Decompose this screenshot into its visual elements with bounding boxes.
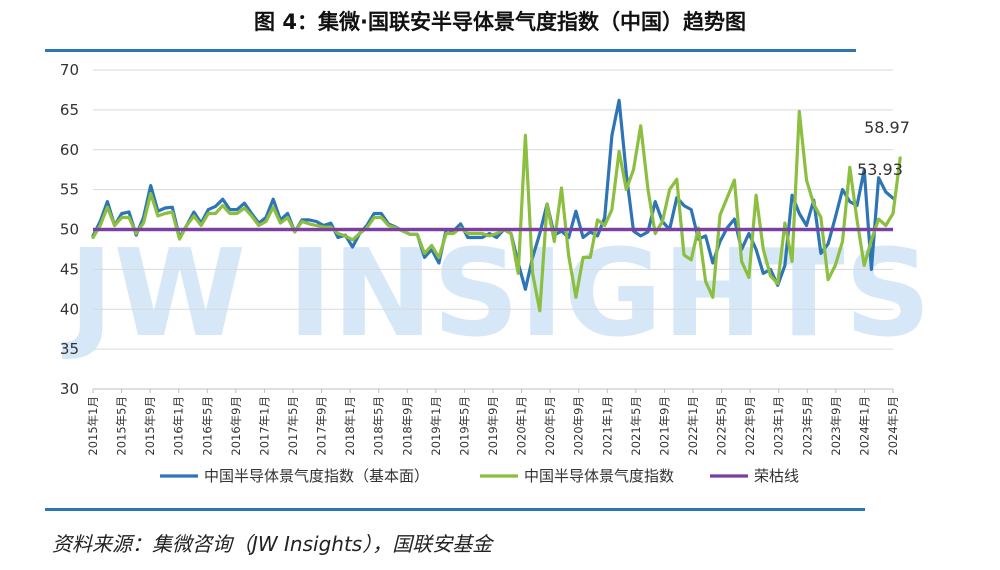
watermark: JW INSIGHTS: [62, 225, 931, 364]
page-title: 图 4：集微·国联安半导体景气度指数（中国）趋势图: [254, 10, 746, 34]
data-labels: 58.97 53.93: [857, 118, 910, 179]
x-tick-label: 2022年5月: [715, 396, 729, 456]
x-tick-label: 2022年9月: [743, 396, 757, 456]
x-tick-label: 2017年1月: [257, 396, 271, 456]
y-tick-label: 35: [60, 340, 79, 358]
x-tick-label: 2015年5月: [115, 396, 129, 456]
source-rule: [45, 508, 865, 511]
title-rule: [45, 49, 856, 52]
x-tick-label: 2020年5月: [543, 396, 557, 456]
legend-label: 荣枯线: [754, 467, 799, 485]
x-tick-label: 2016年5月: [200, 396, 214, 456]
x-tick-label: 2020年9月: [572, 396, 586, 456]
x-tick-label: 2016年1月: [172, 396, 186, 456]
x-tick-label: 2018年1月: [343, 396, 357, 456]
y-tick-label: 60: [60, 141, 79, 159]
y-tick-label: 65: [60, 101, 79, 119]
y-tick-label: 40: [60, 300, 79, 318]
x-tick-label: 2015年9月: [143, 396, 157, 456]
x-tick-label: 2019年9月: [486, 396, 500, 456]
legend-label: 中国半导体景气度指数（基本面）: [204, 467, 429, 485]
x-axis: 2015年1月 2015年5月 2015年9月 2016年1月 2016年5月 2016年…: [86, 388, 900, 456]
series-line-index: [91, 109, 902, 313]
legend-item-index: 中国半导体景气度指数: [480, 467, 674, 485]
data-label-index-last: 58.97: [864, 118, 910, 137]
x-tick-label: 2021年9月: [657, 396, 671, 456]
y-tick-label: 45: [60, 260, 79, 278]
x-tick-label: 2019年5月: [457, 396, 471, 456]
legend: 中国半导体景气度指数（基本面） 中国半导体景气度指数 荣枯线: [160, 467, 799, 485]
x-tick-label: 2023年1月: [772, 396, 786, 456]
legend-label: 中国半导体景气度指数: [524, 467, 674, 485]
x-tick-label: 2015年1月: [86, 396, 100, 456]
data-label-fundamental-last: 53.93: [857, 160, 903, 179]
y-tick-label: 55: [60, 181, 79, 199]
legend-item-threshold: 荣枯线: [710, 467, 799, 485]
y-tick-label: 50: [60, 221, 79, 239]
source-note: 资料来源：集微咨询（JW Insights），国联安基金: [52, 532, 493, 556]
x-tick-label: 2016年9月: [229, 396, 243, 456]
x-tick-label: 2018年5月: [372, 396, 386, 456]
x-tick-label: 2021年1月: [600, 396, 614, 456]
x-tick-label: 2023年5月: [800, 396, 814, 456]
x-tick-label: 2021年5月: [629, 396, 643, 456]
y-tick-label: 30: [60, 380, 79, 398]
x-tick-label: 2024年5月: [886, 396, 900, 456]
x-tick-label: 2017年9月: [315, 396, 329, 456]
x-tick-label: 2019年1月: [429, 396, 443, 456]
x-tick-label: 2022年1月: [686, 396, 700, 456]
y-tick-label: 70: [60, 61, 79, 79]
y-axis: 30 35 40 45 50 55 60 65 70: [60, 61, 79, 398]
x-tick-label: 2024年1月: [857, 396, 871, 456]
x-tick-label: 2023年9月: [829, 396, 843, 456]
x-tick-label: 2020年1月: [515, 396, 529, 456]
series-layer: [91, 98, 902, 313]
legend-item-fundamental: 中国半导体景气度指数（基本面）: [160, 467, 429, 485]
x-tick-label: 2018年9月: [400, 396, 414, 456]
x-tick-label: 2017年5月: [286, 396, 300, 456]
